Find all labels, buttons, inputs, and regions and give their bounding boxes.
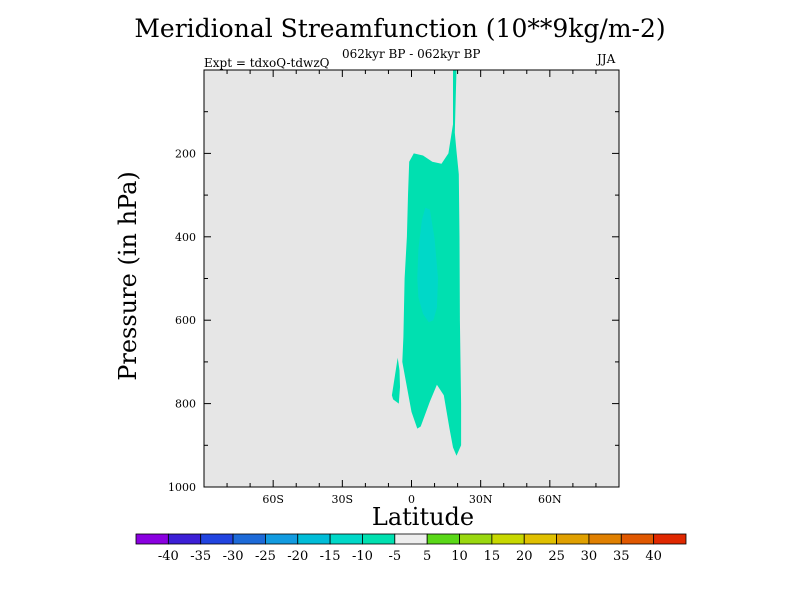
colorbar-swatch [556,533,590,545]
colorbar-swatch [362,533,396,545]
colorbar-label: 10 [451,549,468,564]
x-tick-label: 60N [538,493,562,506]
colorbar-swatch [297,533,331,545]
y-tick-label: 600 [175,314,196,327]
colorbar-label: 40 [645,549,662,564]
colorbar-label: 35 [613,549,630,564]
x-tick-label: 30N [469,493,493,506]
y-tick-label: 1000 [168,481,196,494]
colorbar-swatch [459,533,493,545]
y-tick-label: 200 [175,147,196,160]
x-tick-label: 60S [262,493,284,506]
colorbar-label: 25 [548,549,565,564]
season-label: JJA [597,52,616,66]
colorbar-swatch [329,533,363,545]
colorbar-label: -30 [223,549,244,564]
chart-title: Meridional Streamfunction (10**9kg/m-2) [134,14,666,43]
colorbar-label: -10 [352,549,373,564]
contour-region-2 [417,207,438,323]
colorbar-swatch [265,533,299,545]
colorbar-label: -5 [388,549,401,564]
colorbar-swatch [167,533,202,545]
x-tick-label: 30S [332,493,354,506]
x-axis-label: Latitude [371,503,475,531]
x-tick-label: 0 [408,493,415,506]
colorbar-swatch [653,533,687,545]
y-tick-label: 400 [175,231,196,244]
colorbar-swatch [394,533,428,545]
colorbar-label: -25 [255,549,276,564]
colorbar-swatch [426,533,460,545]
colorbar-swatch [232,533,266,545]
colorbar-label: 20 [516,549,533,564]
colorbar-label: -20 [287,549,308,564]
colorbar-swatch [135,533,169,545]
colorbar-label: -40 [158,549,179,564]
period-label: 062kyr BP - 062kyr BP [342,47,481,61]
colorbar-swatch [523,533,557,545]
colorbar-label: 15 [484,549,501,564]
colorbar-swatch [491,533,525,545]
colorbar-swatch [588,533,622,545]
colorbar-label: -15 [320,549,341,564]
colorbar-label: -35 [190,549,211,564]
colorbar-swatch [620,533,655,545]
experiment-label: Expt = tdxoQ-tdwzQ [204,56,330,70]
colorbar-label: 30 [581,549,598,564]
colorbar-label: 5 [423,549,431,564]
y-tick-label: 800 [175,398,196,411]
contour-region-1 [391,357,400,404]
colorbar-swatch [200,533,234,545]
